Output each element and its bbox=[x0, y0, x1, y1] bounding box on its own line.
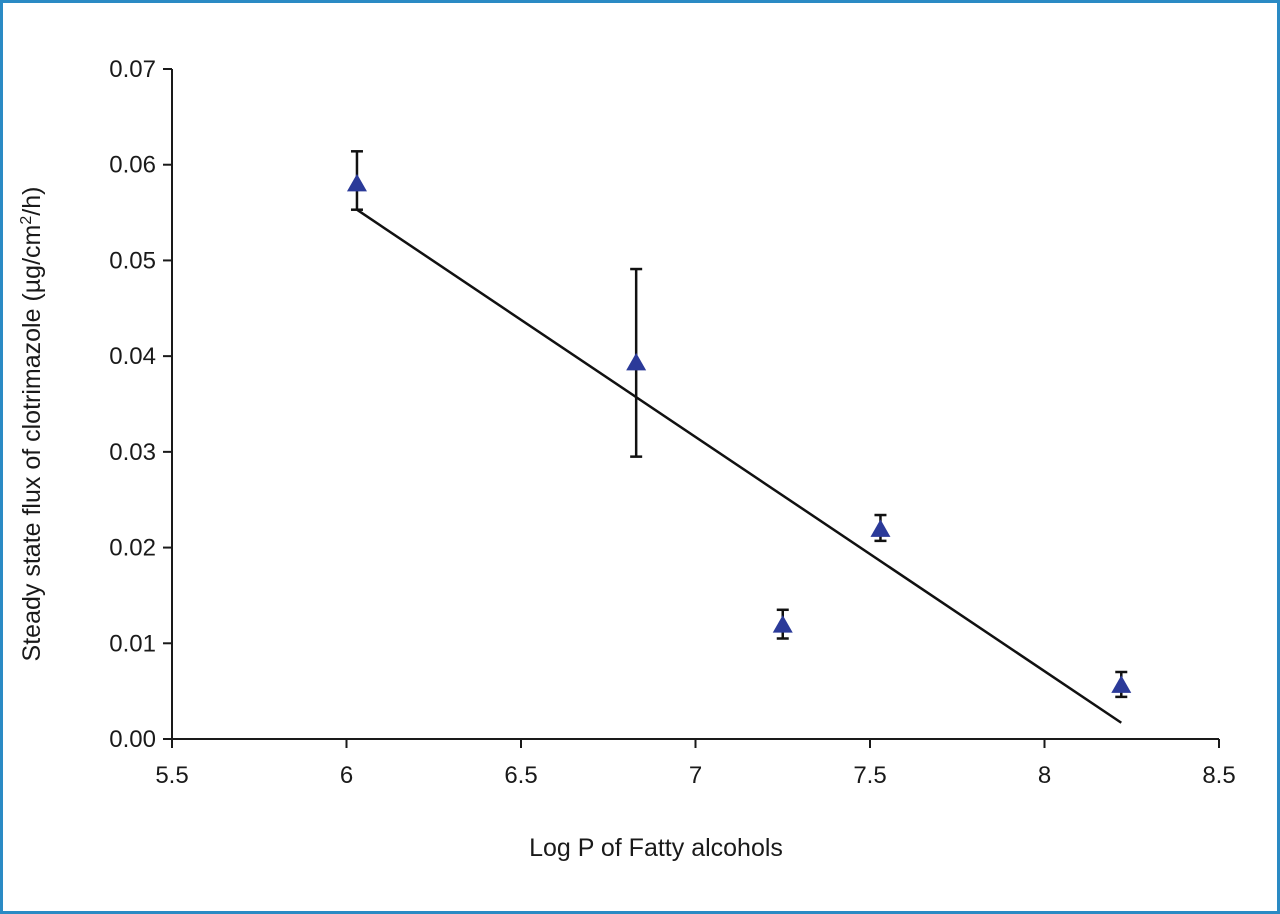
data-point-triangle bbox=[626, 352, 647, 371]
error-bars bbox=[350, 150, 1128, 699]
y-tick-label: 0.06 bbox=[109, 152, 156, 179]
y-axis-ticks: 0.00 0.01 0.02 0.03 0.04 0.05 0.06 0.07 bbox=[109, 56, 172, 753]
y-axis-title-end: /h) bbox=[18, 187, 46, 216]
trendline bbox=[356, 208, 1122, 724]
x-tick-label: 8 bbox=[1038, 762, 1051, 789]
data-point-triangle bbox=[772, 615, 793, 633]
x-tick-label: 7.5 bbox=[853, 762, 886, 789]
y-axis-title: Steady state flux of clotrimazole (µg/cm… bbox=[18, 187, 46, 662]
data-point-triangle bbox=[870, 519, 891, 537]
y-tick-label: 0.03 bbox=[109, 439, 156, 466]
trendline-group bbox=[356, 208, 1122, 724]
data-point-triangle bbox=[1111, 675, 1132, 693]
y-axis-title-superscript: 2 bbox=[18, 216, 35, 225]
y-tick-label: 0.01 bbox=[109, 630, 156, 657]
y-tick-label: 0.04 bbox=[109, 343, 156, 370]
y-axis-title-main: Steady state flux of clotrimazole (µg/cm bbox=[18, 225, 46, 662]
x-tick-label: 6.5 bbox=[504, 762, 537, 789]
axes bbox=[171, 69, 1219, 740]
x-axis-title: Log P of Fatty alcohols bbox=[529, 834, 783, 862]
y-tick-label: 0.02 bbox=[109, 535, 156, 562]
x-tick-label: 5.5 bbox=[155, 762, 188, 789]
y-tick-label: 0.05 bbox=[109, 247, 156, 274]
x-tick-label: 8.5 bbox=[1202, 762, 1235, 789]
data-point-triangle bbox=[346, 173, 367, 192]
x-tick-label: 6 bbox=[340, 762, 353, 789]
x-tick-label: 7 bbox=[689, 762, 702, 789]
y-tick-label: 0.00 bbox=[109, 726, 156, 753]
x-axis-ticks: 5.5 6 6.5 7 7.5 8 8.5 bbox=[155, 739, 1236, 789]
data-points bbox=[346, 173, 1132, 693]
y-tick-label: 0.07 bbox=[109, 56, 156, 83]
